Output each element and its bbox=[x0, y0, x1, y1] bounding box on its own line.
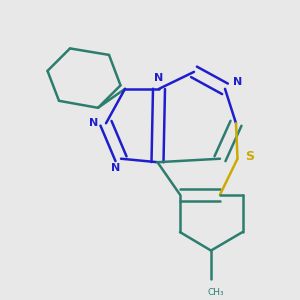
Text: N: N bbox=[233, 77, 243, 87]
Text: N: N bbox=[154, 73, 164, 83]
Text: CH₃: CH₃ bbox=[208, 289, 224, 298]
Text: S: S bbox=[245, 150, 254, 163]
Text: N: N bbox=[89, 118, 99, 128]
Text: N: N bbox=[111, 163, 121, 173]
